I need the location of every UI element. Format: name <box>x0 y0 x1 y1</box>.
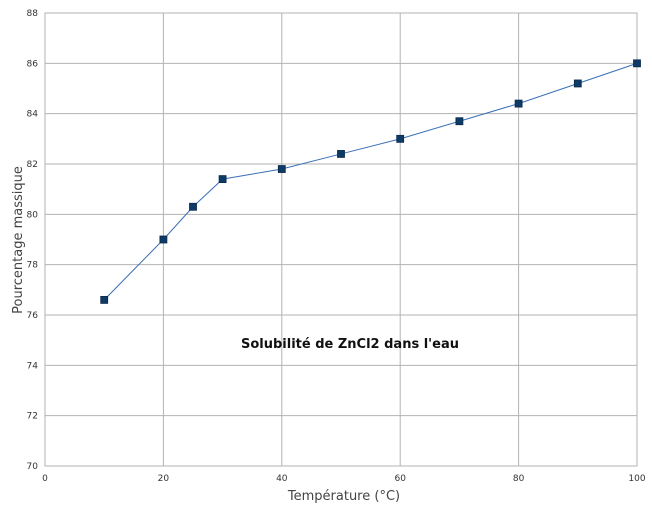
x-tick-label: 60 <box>394 474 406 484</box>
data-markers <box>100 59 641 304</box>
x-tick-label: 40 <box>276 474 288 484</box>
y-tick-label: 76 <box>27 311 39 321</box>
data-point <box>337 150 345 158</box>
data-point <box>159 235 168 244</box>
y-axis-label: Pourcentage massique <box>11 166 26 314</box>
y-tick-label: 80 <box>27 210 39 220</box>
y-tick-label: 86 <box>27 59 39 69</box>
data-point <box>100 295 109 304</box>
data-point <box>455 117 464 126</box>
y-tick-label: 72 <box>27 412 38 422</box>
x-tick-label: 20 <box>158 474 170 484</box>
data-point <box>189 202 197 211</box>
x-tick-label: 80 <box>513 474 525 484</box>
plot-area <box>44 12 638 467</box>
y-tick-label: 84 <box>27 110 39 120</box>
x-axis-label: Température (°C) <box>287 489 400 504</box>
grid <box>44 12 638 467</box>
x-tick-label: 100 <box>628 474 645 484</box>
y-tick-label: 74 <box>27 361 39 371</box>
data-point <box>514 99 523 108</box>
x-tick-label: 0 <box>42 474 48 484</box>
y-tick-label: 70 <box>27 462 39 472</box>
data-point <box>396 134 405 143</box>
data-point <box>218 175 227 184</box>
y-tick-label: 78 <box>27 261 39 271</box>
y-tick-labels: 70 72 74 76 78 80 82 84 86 88 <box>27 9 39 472</box>
chart-annotation: Solubilité de ZnCl2 dans l'eau <box>241 337 459 352</box>
data-point <box>277 165 286 173</box>
data-point <box>573 79 582 88</box>
y-tick-label: 82 <box>27 160 38 170</box>
data-point <box>633 59 641 68</box>
y-tick-label: 88 <box>27 9 39 19</box>
x-tick-labels: 0 20 40 60 80 100 <box>42 474 646 484</box>
